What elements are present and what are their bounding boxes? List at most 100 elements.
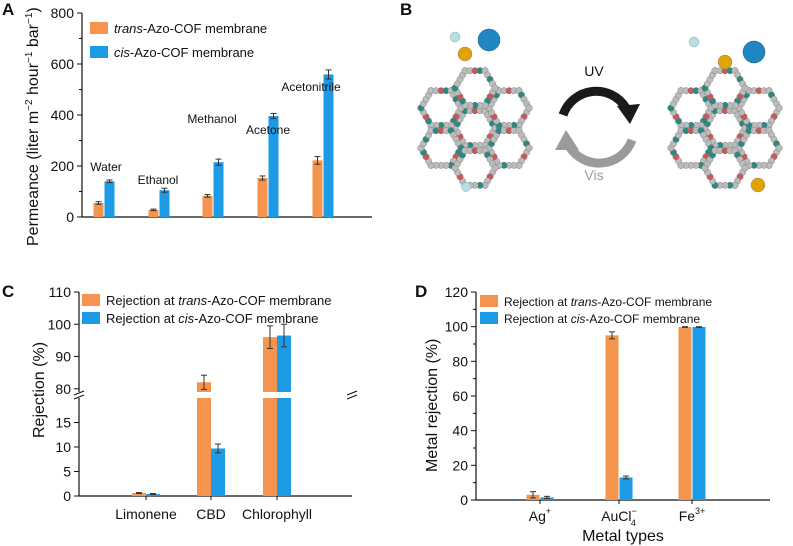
legend-rest: -Azo-COF membrane xyxy=(207,293,331,308)
vis-arrowhead xyxy=(555,130,579,150)
ion-large-blue xyxy=(742,40,766,64)
legend-rest: -Azo-COF membrane xyxy=(597,295,712,309)
cof-framework-right-atom xyxy=(775,104,783,112)
a-bar-cis-2 xyxy=(213,162,224,217)
d-legend-label-0: Rejection at trans-Azo-COF membrane xyxy=(504,295,712,309)
d-category-label: AuCl− 4 xyxy=(601,506,637,528)
c-bar-trans-2-upper-part xyxy=(263,337,277,392)
ion-gold xyxy=(717,54,733,70)
cof-framework-right-atom xyxy=(741,84,749,92)
c-y-tick-label: 80 xyxy=(55,381,71,397)
a-legend-label-0: trans-Azo-COF membrane xyxy=(114,21,267,36)
a-bar-cis-4 xyxy=(323,74,334,217)
legend-prefix: Rejection at xyxy=(504,312,571,326)
chart-permeance: 0 200 400 600 800 Water Ethanol Methanol Acetone… xyxy=(24,5,372,246)
uv-arc xyxy=(558,86,630,117)
c-axis-break-mark xyxy=(346,394,358,400)
ylabel-part: bar xyxy=(25,23,42,51)
a-bar-trans-0 xyxy=(93,202,104,217)
c-y-tick-label: 10 xyxy=(55,439,71,455)
ion-small xyxy=(449,31,461,43)
legend-rest: -Azo-COF membrane xyxy=(130,45,254,60)
cof-framework-left xyxy=(417,67,533,189)
vis-label: Vis xyxy=(584,167,603,183)
a-bar-cis-3 xyxy=(268,116,279,217)
d-y-tick-label: 60 xyxy=(452,388,468,404)
a-bar-cis-0 xyxy=(104,181,115,217)
d-bar-cis-1 xyxy=(619,477,633,500)
cof-framework-right xyxy=(667,67,783,189)
legend-italic: cis xyxy=(178,311,194,326)
d-y-tick-label: 20 xyxy=(452,457,468,473)
cof-framework-right-atom xyxy=(741,164,749,172)
a-category-label: Acetonitrile xyxy=(281,80,341,94)
c-y-axis-label: Rejection (%) xyxy=(31,342,48,438)
a-category-label: Acetone xyxy=(246,123,290,137)
c-axis-break-mark xyxy=(73,394,85,400)
a-y-tick-label: 800 xyxy=(51,5,75,21)
a-y-tick-label: 200 xyxy=(51,158,75,174)
c-legend-label-0: Rejection at trans-Azo-COF membrane xyxy=(106,293,331,308)
a-bar-trans-3 xyxy=(257,177,268,217)
c-y-tick-label: 100 xyxy=(48,316,72,332)
panel-letter-a: A xyxy=(2,0,14,19)
c-bar-trans-0 xyxy=(132,493,146,496)
c-category-label: Limonene xyxy=(115,506,177,522)
d-bar-cis-2 xyxy=(692,327,706,500)
d-y-tick-label: 120 xyxy=(445,284,469,300)
d-bar-trans-2 xyxy=(678,327,692,500)
a-y-tick-label: 600 xyxy=(51,56,75,72)
ylabel-sup: −1 xyxy=(24,12,35,24)
c-y-tick-label: 90 xyxy=(55,349,71,365)
a-legend-swatch-0 xyxy=(90,22,108,34)
c-axis-break-mark xyxy=(346,390,358,396)
a-y-tick-label: 400 xyxy=(51,107,75,123)
ylabel-part: hour xyxy=(25,62,42,99)
chart-metal-rejection: 0 20 40 60 80 100 120 Ag+ AuCl− 4 Fe3+ Rejection at… xyxy=(424,284,770,545)
a-y-tick-label: 0 xyxy=(66,209,74,225)
ion-gold xyxy=(750,177,766,193)
c-bar-cis-2-upper-part xyxy=(277,335,291,392)
d-bar-trans-1 xyxy=(605,335,619,500)
legend-italic: trans xyxy=(114,21,143,36)
vis-arc xyxy=(565,138,637,168)
cat-base: Ag xyxy=(529,508,546,524)
cof-framework-left-atom xyxy=(491,84,499,92)
ion-small xyxy=(461,182,471,192)
c-legend-swatch-1 xyxy=(82,312,100,324)
d-y-tick-label: 0 xyxy=(460,492,468,508)
d-y-tick-label: 40 xyxy=(452,423,468,439)
ion-gold xyxy=(457,46,473,62)
d-y-tick-label: 100 xyxy=(445,319,469,335)
legend-italic: trans xyxy=(178,293,207,308)
c-axis-break-mark xyxy=(73,390,85,396)
cat-sub: 4 xyxy=(631,518,636,528)
c-category-label: CBD xyxy=(196,506,226,522)
d-legend-label-1: Rejection at cis-Azo-COF membrane xyxy=(504,312,700,326)
legend-prefix: Rejection at xyxy=(106,293,178,308)
ylabel-part: ) xyxy=(25,7,42,12)
a-category-label: Water xyxy=(90,160,122,174)
c-y-tick-label: 5 xyxy=(63,464,71,480)
a-legend-swatch-1 xyxy=(90,46,108,58)
d-y-tick-label: 80 xyxy=(452,353,468,369)
legend-prefix: Rejection at xyxy=(106,311,178,326)
uv-label: UV xyxy=(584,63,604,79)
ylabel-sup: −1 xyxy=(24,51,35,63)
cof-framework-left-atom xyxy=(525,144,533,152)
cat-sup: − xyxy=(632,506,637,516)
d-legend-swatch-1 xyxy=(480,312,498,324)
a-bar-trans-4 xyxy=(312,160,323,217)
cof-framework-right-atom xyxy=(775,144,783,152)
c-bar-trans-1-lower-part xyxy=(197,398,211,496)
cof-switching-schematic: UV Vis xyxy=(417,28,783,193)
ion-large-blue xyxy=(477,28,501,52)
cof-framework-left-atom xyxy=(491,164,499,172)
legend-italic: cis xyxy=(571,312,586,326)
ylabel-sup: −2 xyxy=(24,99,35,111)
cof-framework-left-atom xyxy=(525,104,533,112)
legend-rest: -Azo-COF membrane xyxy=(143,21,267,36)
a-y-axis-label: Permeance (liter m−2 hour−1 bar−1) xyxy=(24,7,42,246)
panel-letter-c: C xyxy=(2,282,14,301)
uv-arrowhead xyxy=(617,104,640,124)
